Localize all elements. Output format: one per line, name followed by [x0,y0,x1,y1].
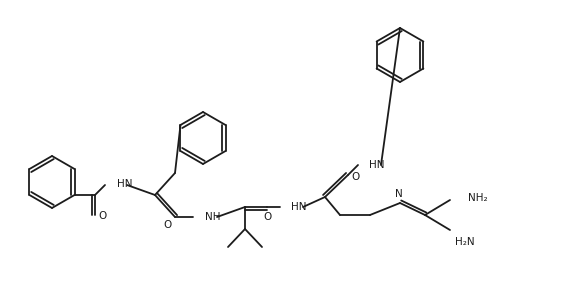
Text: O: O [264,212,272,222]
Text: H₂N: H₂N [455,237,475,247]
Text: O: O [98,211,106,221]
Text: HN: HN [117,179,133,189]
Text: O: O [164,220,172,230]
Text: HN: HN [369,160,385,170]
Text: NH: NH [205,212,220,222]
Text: O: O [352,172,360,182]
Text: N: N [395,189,403,199]
Text: HN: HN [291,202,306,212]
Text: NH₂: NH₂ [468,193,488,203]
